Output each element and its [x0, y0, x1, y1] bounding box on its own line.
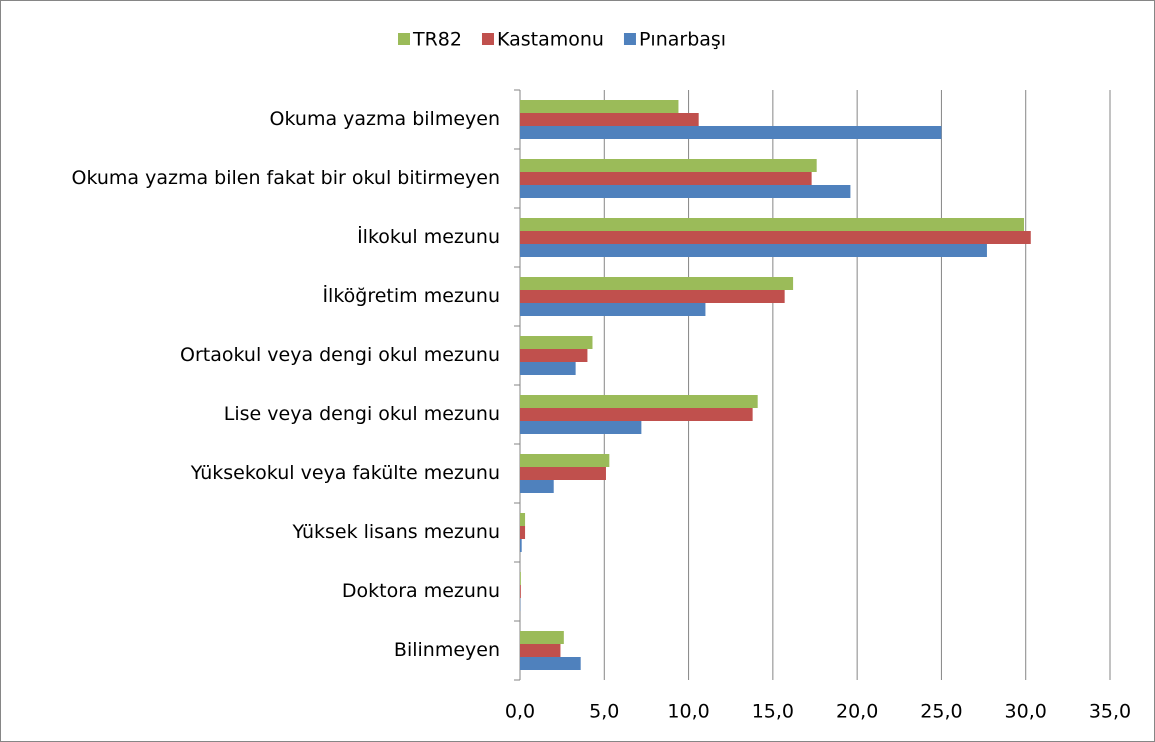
y-tick-label: Yüksek lisans mezunu	[292, 521, 500, 543]
legend-label: TR82	[412, 29, 462, 51]
bar	[520, 159, 817, 172]
legend-label: Kastamonu	[497, 29, 604, 51]
x-tick-label: 5,0	[589, 701, 619, 723]
bar	[520, 631, 564, 644]
x-tick-label: 30,0	[1005, 701, 1047, 723]
y-tick-label: İlkokul mezunu	[357, 225, 500, 248]
legend-label: Pınarbaşı	[639, 29, 726, 51]
y-tick-label: Okuma yazma bilen fakat bir okul bitirme…	[72, 167, 501, 189]
bar	[520, 572, 521, 585]
y-tick-label: İlköğretim mezunu	[322, 284, 500, 307]
bar	[520, 362, 576, 375]
legend-swatch	[398, 33, 410, 45]
bar	[520, 395, 758, 408]
bar	[520, 336, 593, 349]
x-tick-label: 35,0	[1089, 701, 1131, 723]
y-tick-label: Okuma yazma bilmeyen	[270, 108, 500, 130]
x-tick-label: 10,0	[667, 701, 709, 723]
bar	[520, 539, 522, 552]
legend-swatch	[481, 33, 494, 45]
bar	[520, 644, 561, 657]
bar	[520, 421, 642, 434]
bar	[520, 100, 679, 113]
bar	[520, 657, 581, 670]
bar	[520, 218, 1025, 231]
bar	[520, 585, 521, 598]
y-tick-label: Lise veya dengi okul mezunu	[224, 403, 500, 425]
y-tick-label: Yüksekokul veya fakülte mezunu	[190, 462, 500, 484]
bar	[520, 126, 942, 139]
x-tick-label: 15,0	[752, 701, 794, 723]
bar	[520, 467, 606, 480]
bar	[520, 526, 526, 539]
bar	[520, 408, 753, 421]
legend-swatch	[623, 33, 636, 45]
bar	[520, 480, 554, 493]
x-tick-label: 0,0	[505, 701, 535, 723]
bar	[520, 290, 785, 303]
x-tick-label: 25,0	[920, 701, 962, 723]
bar	[520, 303, 706, 316]
y-tick-label: Doktora mezunu	[342, 580, 500, 602]
bar	[520, 185, 851, 198]
bar	[520, 113, 699, 126]
y-tick-label: Ortaokul veya dengi okul mezunu	[180, 344, 500, 366]
bar	[520, 172, 812, 185]
bar	[520, 349, 588, 362]
bar	[520, 277, 794, 290]
x-tick-label: 20,0	[836, 701, 878, 723]
bar	[520, 513, 526, 526]
bar	[520, 231, 1031, 244]
bar	[520, 244, 987, 257]
y-tick-label: Bilinmeyen	[394, 639, 500, 661]
bar	[520, 454, 610, 467]
